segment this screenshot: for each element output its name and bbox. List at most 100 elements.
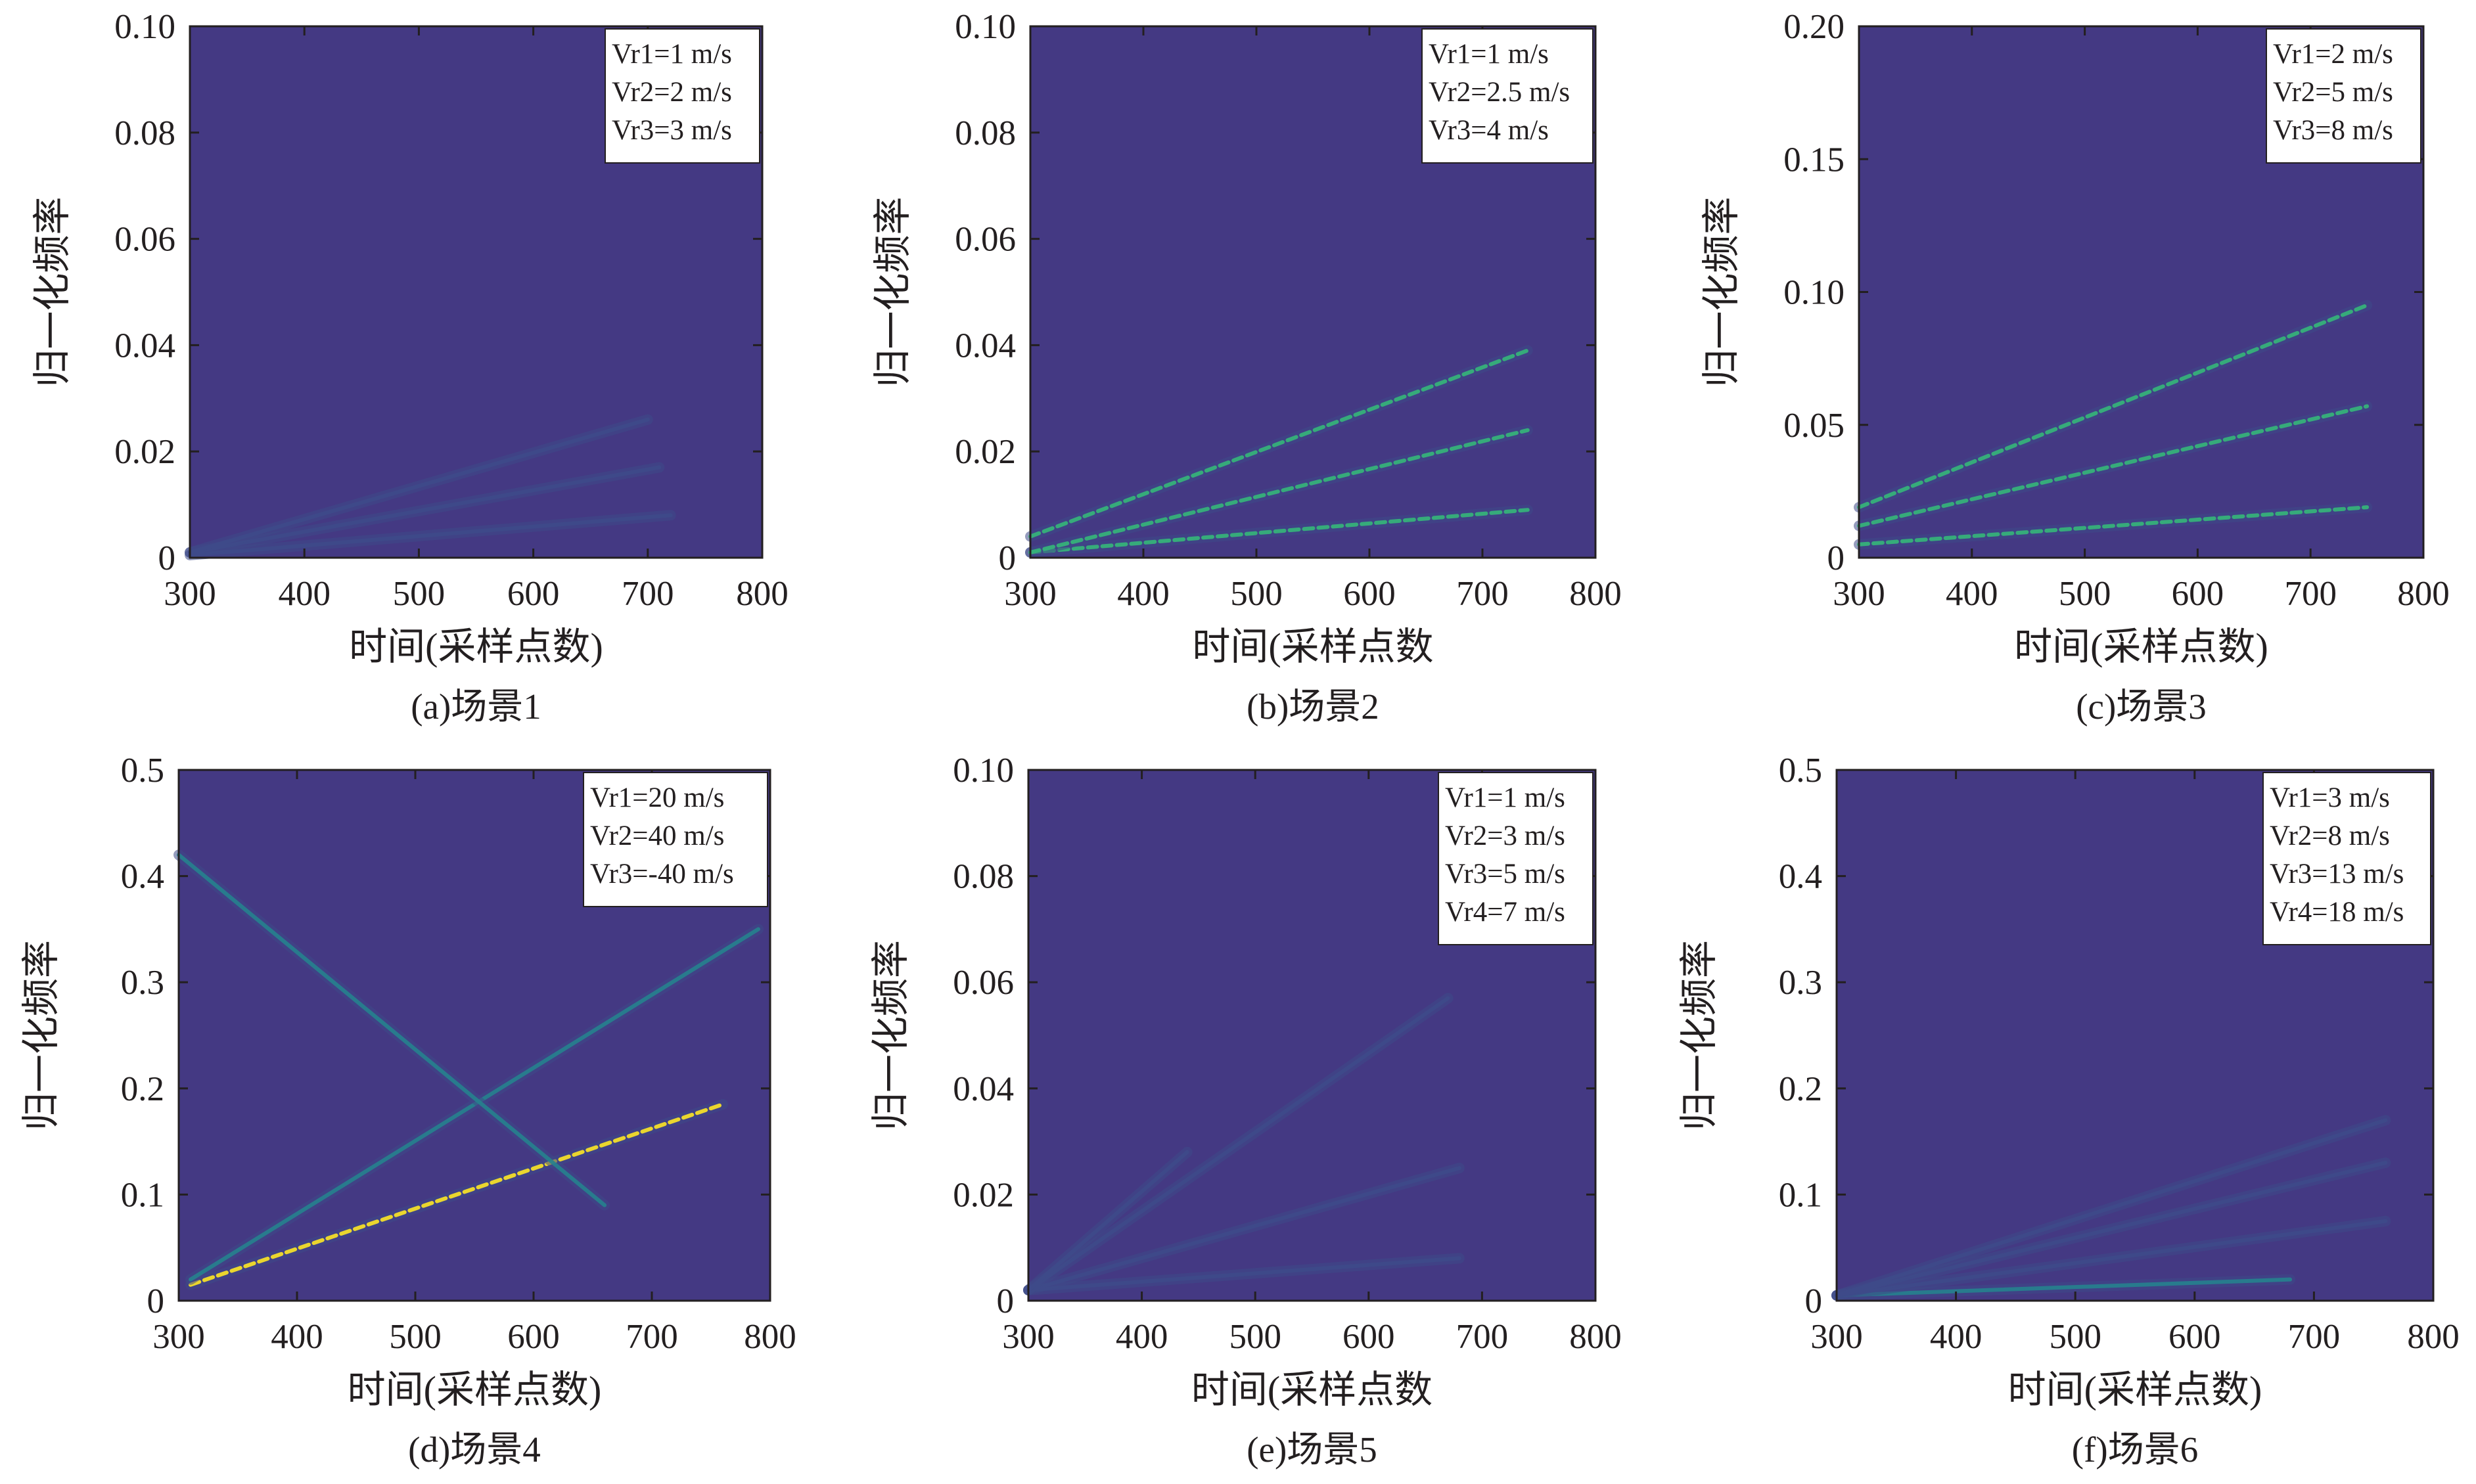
series-trace-4 [1026,1150,1189,1292]
series-trace-2 [1835,1219,2388,1297]
series-trace-1 [189,1102,725,1287]
legend-entry: Vr4=7 m/s [1445,897,1565,928]
y-tick-label: 0.20 [1783,8,1845,46]
legend-entry: Vr1=20 m/s [590,782,724,813]
x-axis-label: 时间(采样点数 [1191,1368,1433,1411]
x-tick-label: 300 [1002,1318,1055,1356]
legend-box [2266,28,2421,164]
legend-entry: Vr1=1 m/s [1445,782,1565,813]
x-tick-label: 800 [1569,1318,1622,1356]
legend-entry: Vr2=8 m/s [2270,821,2390,851]
x-tick-label: 700 [1456,575,1509,613]
series-trace-3 [1857,303,2370,510]
x-tick-label: 400 [1930,1318,1983,1356]
x-tick-label: 500 [393,575,446,613]
legend-entry: Vr1=1 m/s [1429,39,1549,70]
legend-entry: Vr3=8 m/s [2273,115,2393,146]
x-tick-label: 700 [2288,1318,2341,1356]
series-trace-3 [1028,348,1530,539]
x-tick-label: 600 [507,575,560,613]
y-tick-label: 0.2 [1779,1070,1822,1108]
subplot-caption: (d)场景4 [408,1429,541,1470]
plot-frame [177,769,771,1302]
series-trace-3 [188,417,650,554]
series-trace-1 [1026,1256,1461,1292]
y-tick-label: 0 [997,1282,1015,1320]
legend-box [1438,772,1593,945]
legend-entry: Vr2=2 m/s [612,77,732,108]
series-trace-1 [1028,508,1530,554]
series-trace-1 [1835,1277,2293,1297]
x-axis-label: 时间(采样点数) [348,1368,602,1411]
subplot-2: 300 400 500 600 700 800 0 0.02 0.04 0.06 0.08 0.10 时… [871,8,1622,727]
y-tick-label: 0.10 [955,8,1016,46]
x-tick-label: 400 [1116,1318,1168,1356]
y-tick-label: 0 [1805,1282,1823,1320]
x-tick-label: 400 [1946,575,1998,613]
y-tick-label: 0.02 [955,433,1016,471]
legend-entry: Vr4=18 m/s [2270,897,2404,928]
legend-entry: Vr2=3 m/s [1445,821,1565,851]
legend-entry: Vr3=5 m/s [1445,859,1565,889]
legend-entry: Vr1=2 m/s [2273,39,2393,70]
y-tick-label: 0.08 [114,114,175,152]
y-axis-label: 归一化频率 [1700,196,1743,387]
x-tick-label: 600 [1342,1318,1395,1356]
x-tick-label: 800 [736,575,789,613]
x-tick-label: 300 [1833,575,1885,613]
x-tick-label: 300 [164,575,216,613]
subplot-5: 300 400 500 600 700 800 0 0.02 0.04 0.06 0.08 0.10 时… [869,752,1622,1470]
y-tick-label: 0.3 [1779,964,1822,1002]
y-axis-label: 归一化频率 [1678,940,1720,1131]
subplot-caption: (e)场景5 [1247,1429,1377,1470]
y-tick-label: 0 [158,539,176,577]
legend-entry: Vr2=2.5 m/s [1429,77,1570,108]
y-tick-label: 0.08 [955,114,1016,152]
subplot-3: 300 400 500 600 700 800 0 0.05 0.10 0.15 0.20 时间(采样… [1700,8,2450,727]
x-tick-label: 500 [389,1318,442,1356]
y-tick-label: 0.06 [953,964,1014,1002]
series-trace-3 [177,853,607,1207]
x-tick-label: 700 [2284,575,2337,613]
series-trace-2 [188,465,662,554]
y-tick-label: 0.4 [1779,858,1822,896]
y-tick-label: 0.10 [953,752,1014,790]
plot-frame [1027,769,1597,1302]
y-tick-label: 0.06 [955,221,1016,259]
series-trace-3 [1026,996,1450,1292]
legend-entry: Vr3=4 m/s [1429,115,1549,146]
x-tick-label: 800 [1569,575,1622,613]
y-tick-label: 0.5 [1779,752,1822,790]
series-trace-1 [188,513,673,557]
x-tick-label: 700 [1456,1318,1509,1356]
series-trace-4 [1835,1118,2388,1297]
subplot-6: 300 400 500 600 700 800 0 0.1 0.2 0.3 0.4 0.5 时间(采样点… [1678,752,2460,1470]
y-tick-label: 0.10 [114,8,175,46]
y-axis-label: 归一化频率 [20,940,62,1131]
x-tick-label: 700 [622,575,674,613]
y-tick-label: 0.02 [114,433,175,471]
x-tick-label: 800 [744,1318,796,1356]
subplot-caption: (b)场景2 [1247,686,1379,727]
x-tick-label: 300 [152,1318,205,1356]
y-tick-label: 0.5 [121,752,164,790]
y-tick-label: 0 [147,1282,165,1320]
x-axis-label: 时间(采样点数) [349,625,603,668]
x-tick-label: 800 [2397,575,2450,613]
y-tick-label: 0.15 [1783,141,1845,179]
legend-entry: Vr2=5 m/s [2273,77,2393,108]
subplot-caption: (c)场景3 [2076,686,2207,727]
x-tick-label: 500 [2049,1318,2101,1356]
x-tick-label: 300 [1004,575,1057,613]
subplot-1: 300 400 500 600 700 800 0 0.02 0.04 0.06 0.08 0.10 时… [31,8,789,727]
y-tick-label: 0.4 [121,858,164,896]
series-trace-3 [1835,1160,2388,1297]
y-tick-label: 0.04 [114,326,175,365]
x-axis-label: 时间(采样点数 [1192,625,1433,668]
y-tick-label: 0.05 [1783,407,1845,445]
y-tick-label: 0.06 [114,221,175,259]
x-tick-label: 300 [1810,1318,1863,1356]
legend-entry: Vr1=3 m/s [2270,782,2390,813]
y-tick-label: 0.04 [953,1070,1014,1108]
